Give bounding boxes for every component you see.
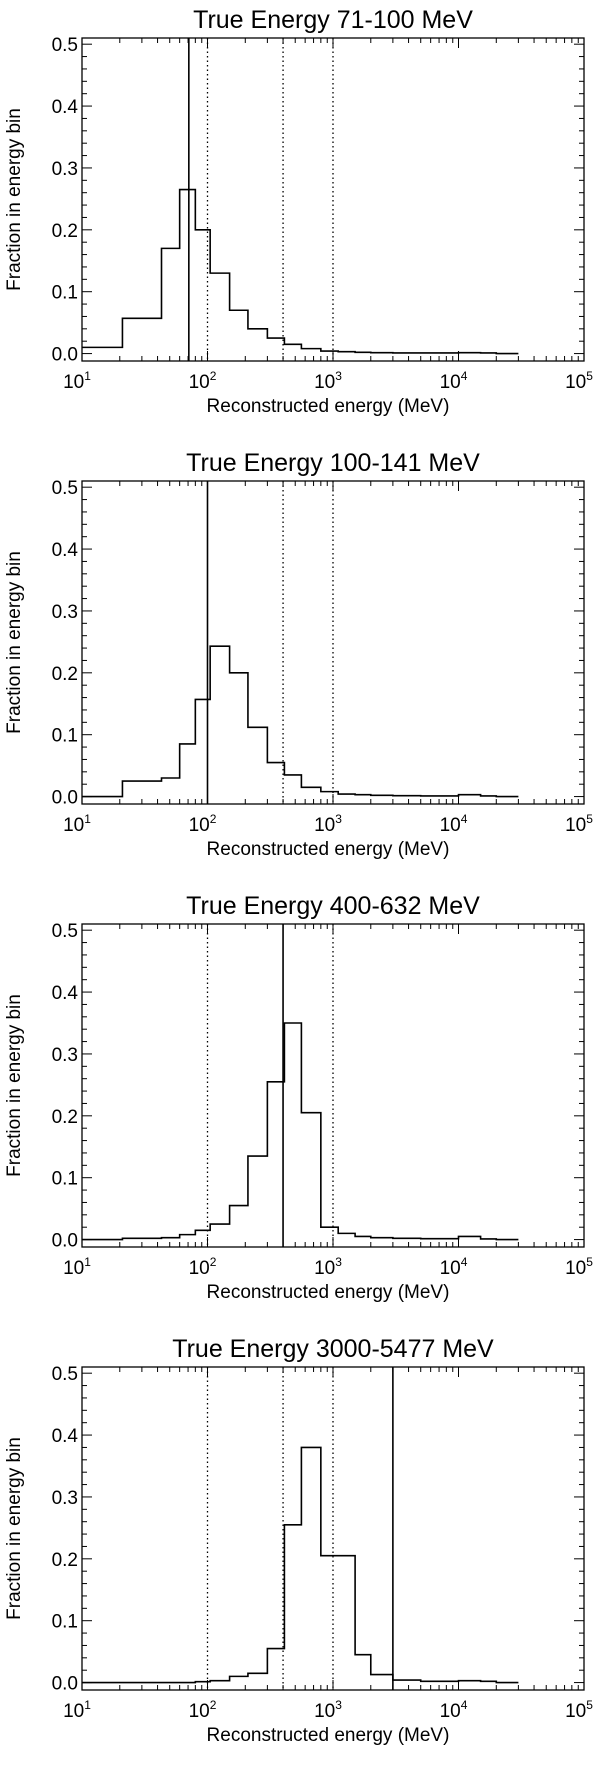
x-tick-label: 101: [63, 812, 91, 836]
y-tick-label: 0.3: [52, 1045, 78, 1066]
y-axis-label: Fraction in energy bin: [4, 1437, 25, 1620]
x-tick-label: 101: [63, 1698, 91, 1722]
y-tick-label: 0.4: [52, 97, 79, 118]
y-tick-label: 0.0: [52, 788, 78, 809]
chart-panel-4: True Energy 3000-5477 MeV 0.0 0.1 0.2 0.3 0.4…: [4, 1335, 593, 1746]
chart-title: True Energy 71-100 MeV: [193, 6, 473, 34]
y-tick-label: 0.5: [52, 478, 78, 499]
y-axis-label: Fraction in energy bin: [4, 108, 25, 291]
y-tick-label: 0.2: [52, 221, 78, 242]
x-axis-label: Reconstructed energy (MeV): [207, 1282, 450, 1303]
y-tick-label: 0.4: [52, 540, 79, 561]
histogram-series: [82, 188, 519, 355]
y-tick-label: 0.4: [52, 983, 79, 1004]
y-tick-label: 0.0: [52, 1674, 78, 1695]
y-tick-label: 0.5: [52, 1364, 78, 1385]
y-axis-label: Fraction in energy bin: [4, 994, 25, 1177]
x-tick-label: 103: [314, 1255, 342, 1279]
chart-panel-3: True Energy 400-632 MeV 0.0 0.1 0.2 0.3 0.4 0.…: [4, 892, 593, 1303]
x-tick-label: 104: [440, 369, 468, 393]
x-axis-label: Reconstructed energy (MeV): [207, 1725, 450, 1746]
y-tick-label: 0.5: [52, 35, 78, 56]
y-tick-label: 0.3: [52, 159, 78, 180]
x-tick-label: 105: [565, 369, 593, 393]
x-tick-label: 104: [440, 812, 468, 836]
x-tick-label: 105: [565, 1698, 593, 1722]
y-tick-label: 0.2: [52, 664, 78, 685]
y-tick-label: 0.4: [52, 1426, 79, 1447]
y-axis-label: Fraction in energy bin: [4, 551, 25, 734]
chart-panel-2: True Energy 100-141 MeV 0.0 0.1 0.2 0.3 0.4 0.…: [4, 449, 593, 860]
y-tick-label: 0.0: [52, 1231, 78, 1252]
y-tick-label: 0.2: [52, 1550, 78, 1571]
x-axis-label: Reconstructed energy (MeV): [207, 396, 450, 417]
x-tick-label: 102: [189, 812, 217, 836]
x-tick-label: 103: [314, 1698, 342, 1722]
y-tick-label: 0.0: [52, 345, 78, 366]
y-tick-label: 0.2: [52, 1107, 78, 1128]
x-tick-label: 105: [565, 812, 593, 836]
chart-title: True Energy 400-632 MeV: [186, 892, 480, 920]
x-tick-label: 105: [565, 1255, 593, 1279]
x-tick-label: 102: [189, 1255, 217, 1279]
chart-panel-1: True Energy 71-100 MeV 0.0 0.1 0.2 0.3 0.4 0.5…: [4, 6, 593, 417]
y-tick-label: 0.1: [52, 726, 78, 747]
y-tick-label: 0.1: [52, 283, 78, 304]
x-tick-label: 102: [189, 369, 217, 393]
x-tick-label: 102: [189, 1698, 217, 1722]
y-tick-label: 0.1: [52, 1612, 78, 1633]
histogram-series: [82, 1446, 519, 1684]
x-axis-label: Reconstructed energy (MeV): [207, 839, 450, 860]
y-tick-label: 0.3: [52, 1488, 78, 1509]
x-tick-label: 104: [440, 1698, 468, 1722]
chart-title: True Energy 100-141 MeV: [186, 449, 480, 477]
x-tick-label: 103: [314, 369, 342, 393]
y-tick-label: 0.1: [52, 1169, 78, 1190]
histogram-series: [82, 1022, 519, 1241]
x-tick-label: 101: [63, 1255, 91, 1279]
chart-title: True Energy 3000-5477 MeV: [172, 1335, 494, 1363]
x-tick-label: 101: [63, 369, 91, 393]
y-tick-label: 0.5: [52, 921, 78, 942]
x-tick-label: 103: [314, 812, 342, 836]
histogram-series: [82, 645, 519, 798]
y-tick-label: 0.3: [52, 602, 78, 623]
x-tick-label: 104: [440, 1255, 468, 1279]
